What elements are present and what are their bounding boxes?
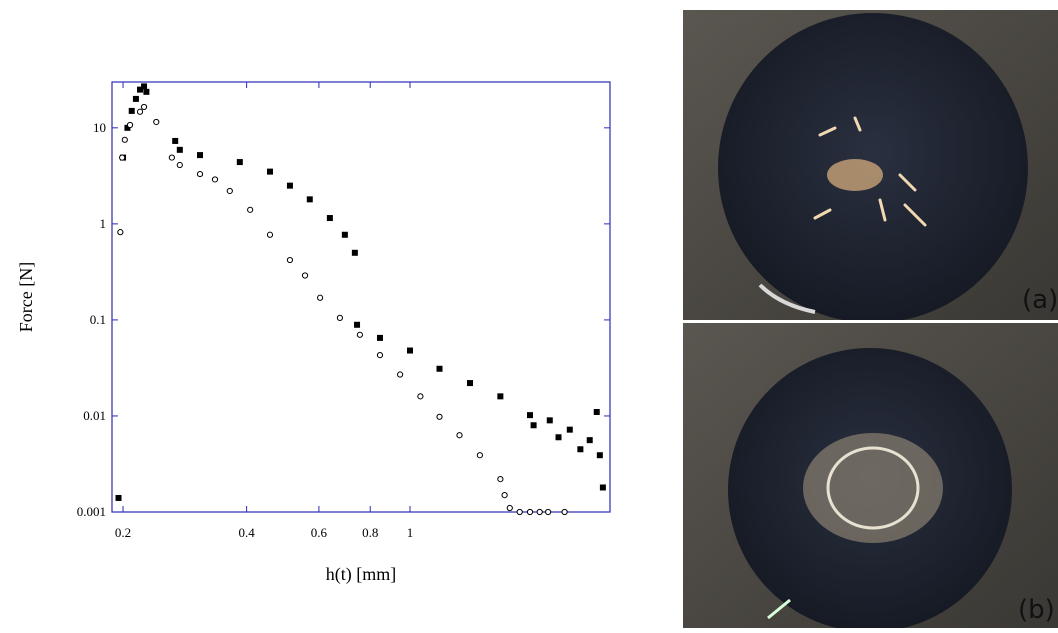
plot-frame	[111, 81, 611, 513]
point	[466, 380, 473, 387]
point	[497, 393, 504, 400]
point	[196, 170, 204, 178]
point	[376, 352, 384, 359]
x-tick-label: 0.2	[115, 525, 131, 540]
point	[226, 187, 233, 195]
point	[417, 393, 424, 400]
point	[356, 331, 363, 338]
point	[526, 412, 533, 419]
point	[351, 249, 358, 256]
point	[476, 452, 484, 459]
point	[376, 334, 383, 341]
point	[317, 294, 324, 301]
point	[176, 161, 183, 169]
point	[456, 432, 463, 439]
panel-label: (a)	[1022, 285, 1058, 315]
point	[566, 426, 573, 433]
point	[128, 107, 135, 114]
y-tick-label: 0.01	[83, 408, 106, 423]
point	[599, 484, 606, 491]
point	[506, 504, 513, 512]
point	[577, 446, 584, 453]
point	[172, 137, 179, 144]
point	[301, 272, 309, 279]
point	[153, 118, 160, 126]
point	[140, 103, 148, 111]
point	[530, 422, 537, 429]
photo-a: (a)	[683, 10, 1058, 323]
y-axis-label: Force [N]	[16, 262, 36, 332]
y-tick-label: 0.1	[90, 312, 106, 327]
point	[516, 508, 523, 516]
photo-b: (b)	[683, 323, 1058, 632]
point	[247, 206, 254, 213]
point	[545, 508, 552, 516]
point	[561, 508, 568, 516]
point	[117, 229, 124, 236]
point	[336, 314, 344, 321]
x-tick-label: 0.8	[362, 525, 378, 540]
point	[497, 476, 504, 483]
point	[407, 347, 414, 354]
point	[119, 154, 126, 161]
x-axis-label: h(t) [mm]	[326, 564, 396, 585]
point	[354, 321, 361, 328]
point	[546, 417, 553, 424]
point	[136, 108, 144, 115]
y-tick-label: 1	[100, 216, 107, 231]
point	[596, 452, 603, 459]
point	[168, 154, 175, 161]
point	[526, 508, 534, 516]
panel-label: (b)	[1018, 595, 1055, 625]
point	[143, 88, 150, 95]
point	[286, 182, 293, 189]
point	[266, 231, 274, 238]
y-tick-label: 10	[93, 120, 106, 135]
x-tick-label: 0.4	[238, 525, 255, 540]
point	[555, 434, 562, 441]
point	[341, 231, 348, 238]
point	[436, 413, 443, 420]
point	[586, 437, 593, 444]
point	[436, 365, 443, 372]
point	[286, 256, 294, 264]
point	[236, 159, 243, 166]
point	[141, 83, 148, 90]
point	[137, 86, 144, 93]
point	[306, 196, 313, 203]
point	[266, 168, 273, 175]
x-tick-label: 1	[407, 525, 414, 540]
point	[126, 121, 134, 129]
point	[115, 494, 122, 501]
point	[211, 176, 219, 183]
point	[124, 124, 131, 131]
x-tick-label: 0.6	[311, 525, 328, 540]
point	[121, 136, 128, 143]
point	[176, 146, 183, 153]
y-tick-label: 0.001	[77, 504, 106, 519]
point	[593, 408, 600, 415]
point	[397, 371, 404, 378]
point	[197, 152, 204, 159]
point	[132, 95, 139, 102]
point	[501, 491, 508, 499]
point	[536, 508, 543, 516]
point	[326, 215, 333, 222]
